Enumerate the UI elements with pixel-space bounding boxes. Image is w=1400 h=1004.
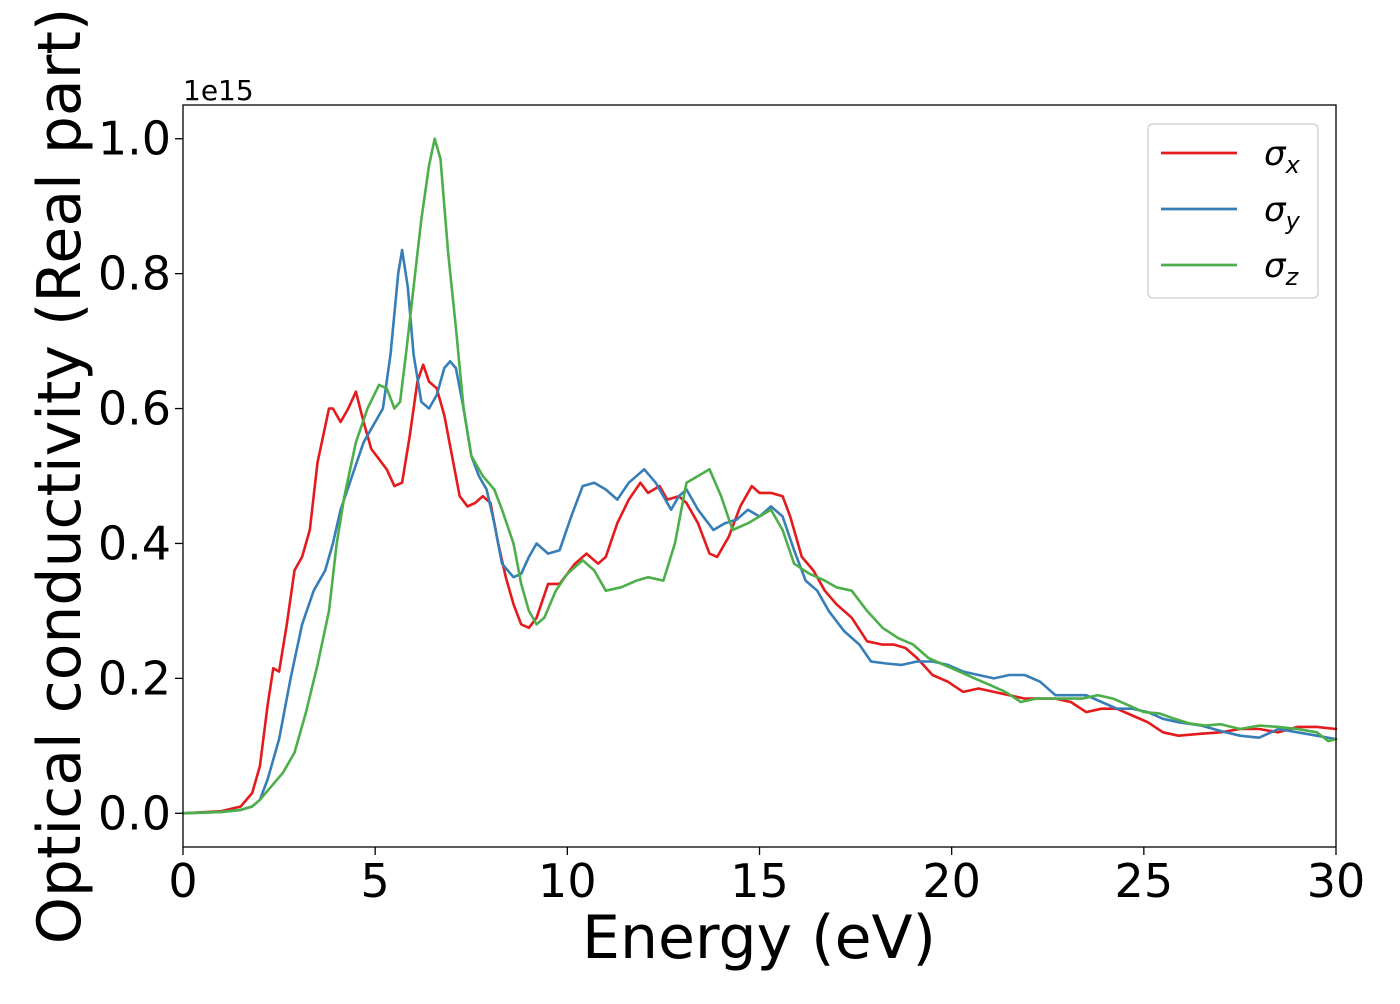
x-tick-label: 20 <box>922 854 981 908</box>
legend-label-y: σy <box>1264 190 1301 235</box>
series-line-z <box>181 137 1338 815</box>
y-tick-label: 0.8 <box>98 247 171 301</box>
y-tick-label: 0.6 <box>98 382 171 436</box>
legend-box <box>1147 123 1319 299</box>
y-tick-label: 1.0 <box>98 112 171 166</box>
x-tick-label: 15 <box>730 854 789 908</box>
legend-label-x: σx <box>1264 134 1301 179</box>
y-tick-label: 0.0 <box>98 786 171 840</box>
x-axis-label: Energy (eV) <box>582 903 936 973</box>
x-tick-label: 30 <box>1307 854 1366 908</box>
y-tick-label: 0.4 <box>98 516 171 570</box>
series-line-y <box>181 248 1338 815</box>
y-tick-label: 0.2 <box>98 651 171 705</box>
y-axis-label: Optical conductivity (Real part) <box>25 8 95 945</box>
y-axis-ticks: 0.0 0.2 0.4 0.6 0.8 1.0 <box>98 112 183 840</box>
legend: σx σy σz <box>1147 123 1319 299</box>
x-axis-ticks: 0 5 10 15 20 25 30 <box>168 847 1365 908</box>
y-offset-label: 1e15 <box>183 74 254 107</box>
series-line-x <box>181 363 1338 815</box>
series-layer <box>181 137 1338 815</box>
x-tick-label: 5 <box>361 854 390 908</box>
x-tick-label: 0 <box>168 854 197 908</box>
x-tick-label: 25 <box>1115 854 1174 908</box>
legend-label-z: σz <box>1264 246 1300 291</box>
x-tick-label: 10 <box>538 854 597 908</box>
